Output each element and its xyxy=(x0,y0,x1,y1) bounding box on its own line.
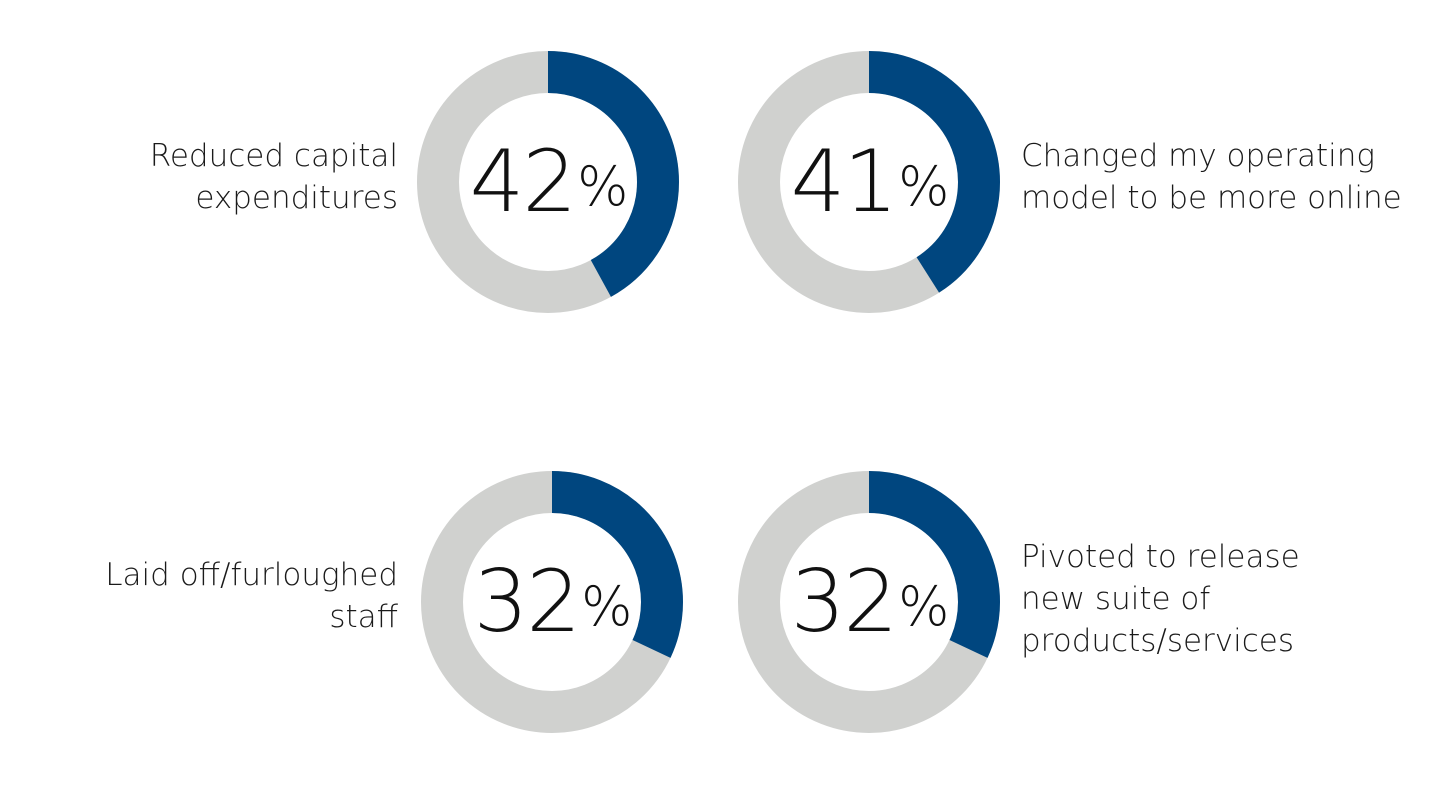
percent-number: 41 xyxy=(790,132,898,232)
donut-value-arc xyxy=(417,51,679,313)
label-online-model: Changed my operating model to be more on… xyxy=(1021,135,1421,219)
donut-value-arc xyxy=(421,471,683,733)
donut-value-arc xyxy=(738,51,1000,313)
label-line: model to be more online xyxy=(1021,180,1402,216)
percent-symbol: % xyxy=(581,575,632,638)
label-line: staff xyxy=(329,599,398,635)
label-line: Laid off/furloughed xyxy=(105,557,398,593)
percent-symbol: % xyxy=(898,155,949,218)
label-laid-off: Laid off/furloughed staff xyxy=(80,554,398,638)
label-line: new suite of xyxy=(1021,581,1211,617)
donut-chart-laid-off: 32% xyxy=(421,471,683,733)
percent-value: 41% xyxy=(738,51,1000,313)
donut-chart-reduced-capex: 42% xyxy=(417,51,679,313)
label-pivoted: Pivoted to release new suite of products… xyxy=(1021,536,1421,662)
label-line: Changed my operating xyxy=(1021,138,1376,174)
percent-symbol: % xyxy=(577,155,628,218)
percent-value: 42% xyxy=(417,51,679,313)
donut-svg xyxy=(738,471,1000,733)
donut-svg xyxy=(738,51,1000,313)
label-reduced-capex: Reduced capital expenditures xyxy=(100,135,398,219)
percent-value: 32% xyxy=(738,471,1000,733)
donut-chart-pivoted: 32% xyxy=(738,471,1000,733)
donut-svg xyxy=(421,471,683,733)
percent-value: 32% xyxy=(421,471,683,733)
label-line: products/services xyxy=(1021,623,1295,659)
label-line: Pivoted to release xyxy=(1021,539,1300,575)
percent-number: 32 xyxy=(473,552,581,652)
donut-svg xyxy=(417,51,679,313)
percent-number: 32 xyxy=(790,552,898,652)
donut-value-arc xyxy=(738,471,1000,733)
donut-chart-online-model: 41% xyxy=(738,51,1000,313)
label-line: expenditures xyxy=(195,180,398,216)
percent-number: 42 xyxy=(469,132,577,232)
label-line: Reduced capital xyxy=(149,138,398,174)
percent-symbol: % xyxy=(898,575,949,638)
